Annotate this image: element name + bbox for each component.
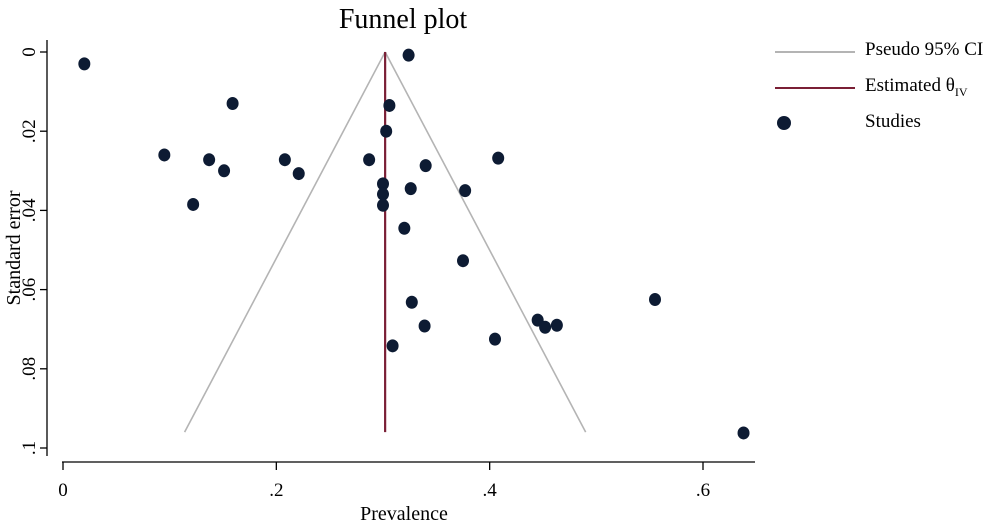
x-tick-label: .4 [483,480,498,501]
study-point [363,153,376,167]
legend-line-icon [775,87,855,89]
study-points [78,48,750,440]
x-tick-label: 0 [58,480,68,501]
study-point [418,319,431,333]
pseudo-ci-lines [183,51,587,433]
study-point [419,159,432,173]
x-tick-label: .6 [696,480,710,501]
study-point [218,164,231,178]
study-point [292,167,305,181]
study-point [158,148,171,162]
study-point [203,153,216,167]
y-tick-label: .1 [19,441,40,455]
x-tick-label: .2 [269,480,283,501]
legend-line-icon [775,51,855,53]
chart-title: Funnel plot [339,4,468,35]
study-point [278,153,291,167]
study-point [404,182,417,196]
y-tick-label: 0 [19,47,40,57]
study-point [550,318,563,332]
y-tick-label: .02 [19,119,40,143]
study-point [737,426,750,440]
legend-label: Studies [865,111,921,132]
x-axis-label: Prevalence [360,503,448,525]
study-point [380,124,393,138]
pseudo-ci-upper-line [384,51,587,433]
y-axis-label: Standard error [3,190,25,305]
legend-subscript: IV [954,84,968,99]
study-point [649,293,661,306]
study-point [489,332,501,346]
study-point [457,254,469,268]
legend-dot-icon [777,116,791,130]
y-tick-label: .06 [19,278,40,302]
study-point [78,57,91,71]
study-point [383,98,396,112]
legend-label: Pseudo 95% CI [865,39,984,60]
study-point [187,197,200,211]
study-point [398,221,411,235]
study-point [377,198,389,212]
study-point [405,295,418,309]
y-tick-label: .08 [19,357,40,381]
study-point [377,187,389,201]
study-point [539,320,552,334]
study-point [226,96,239,110]
study-point [459,184,472,198]
study-point [492,151,505,165]
legend-label: Estimated θ [865,75,955,96]
study-point [386,339,399,353]
study-point [402,48,415,62]
study-point [377,177,389,191]
y-tick-label: .04 [19,198,40,222]
axes: 0 .2 .4 .6 0 .02 .04 .06 .08 .1 [19,40,755,501]
pseudo-ci-lower-line [183,51,386,433]
